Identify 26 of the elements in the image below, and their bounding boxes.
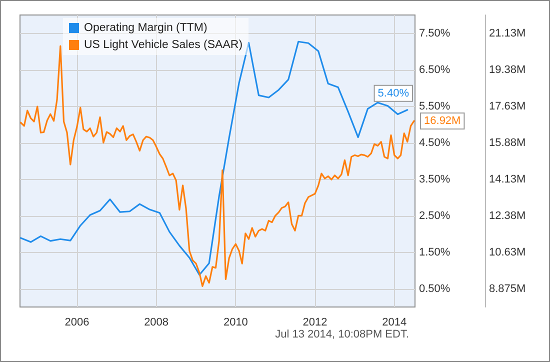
y-tick-label: 3.50% (419, 173, 450, 186)
y2-tick-label: 21.13M (489, 27, 526, 40)
data-label: 5.40% (378, 87, 410, 100)
y2-tick-label: 12.38M (489, 210, 526, 222)
text: Jul 13 2014, 10:08PM EDT. (275, 328, 410, 340)
y2-tick-label: 8.875M (489, 282, 526, 295)
y-tick-label: 1.50% (419, 246, 450, 258)
x-tick-label: 2014 (382, 316, 407, 328)
y-tick-label: 6.50% (419, 64, 450, 76)
legend-label: Operating Margin (TTM) (84, 22, 208, 34)
y2-tick-label: 14.13M (489, 173, 526, 186)
legend-label: US Light Vehicle Sales (SAAR) (84, 39, 243, 51)
x-tick-label: 2010 (223, 316, 248, 328)
y-tick-label: 4.50% (419, 136, 450, 149)
x-tick-label: 2008 (144, 316, 169, 328)
y-tick-label: 5.50% (419, 100, 450, 112)
y2-tick-label: 15.88M (489, 136, 526, 149)
y2-tick-label: 10.63M (489, 246, 526, 258)
data-label: 16.92M (424, 114, 461, 127)
y-tick-label: 2.50% (419, 210, 450, 222)
y-tick-label: 7.50% (419, 27, 450, 40)
x-tick-label: 2012 (302, 316, 328, 328)
x-tick-label: 2006 (64, 316, 90, 328)
y2-tick-label: 17.63M (489, 100, 526, 112)
y-tick-label: 0.50% (419, 282, 450, 295)
y2-tick-label: 19.38M (489, 64, 526, 76)
